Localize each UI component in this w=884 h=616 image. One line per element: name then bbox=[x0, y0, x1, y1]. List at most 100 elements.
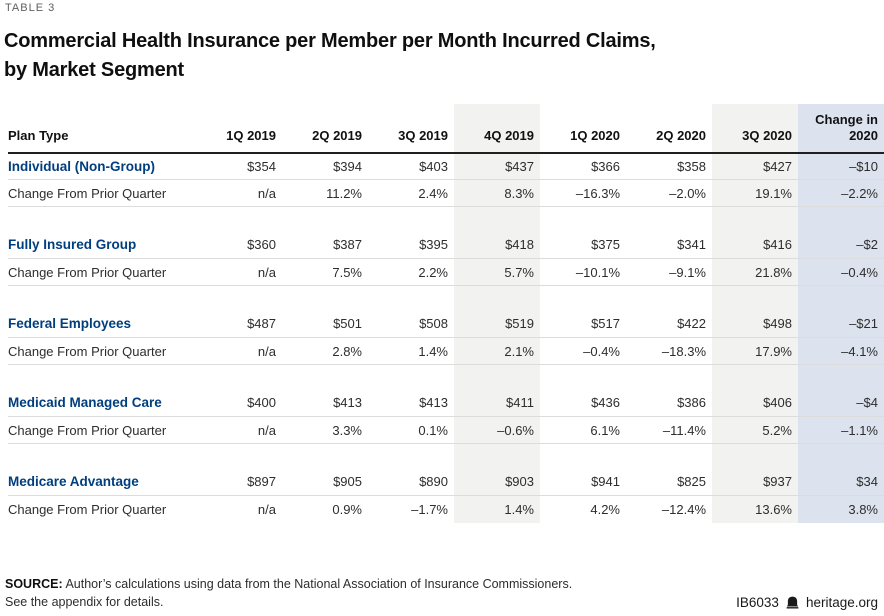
value-cell: $436 bbox=[540, 389, 626, 417]
change-value-cell: –16.3% bbox=[540, 179, 626, 207]
spacer-row bbox=[8, 207, 884, 232]
column-header-2q2019: 2Q 2019 bbox=[282, 104, 368, 154]
value-cell: $375 bbox=[540, 231, 626, 259]
change-value-cell: 2.4% bbox=[368, 179, 454, 207]
change-value-cell: –11.4% bbox=[626, 416, 712, 444]
change-row-federal-employees: Change From Prior Quarter n/a 2.8% 1.4% … bbox=[8, 337, 884, 365]
value-cell: $890 bbox=[368, 468, 454, 496]
value-cell: $519 bbox=[454, 310, 540, 338]
change-value-cell: n/a bbox=[257, 501, 276, 517]
change-value-cell: –0.4% bbox=[540, 337, 626, 365]
value-cell: $897 bbox=[196, 468, 282, 496]
column-header-3q2019: 3Q 2019 bbox=[368, 104, 454, 154]
value-cell: $418 bbox=[454, 231, 540, 259]
value-cell: $411 bbox=[454, 389, 540, 417]
value-cell: $487 bbox=[196, 310, 282, 338]
change-label-cell: Change From Prior Quarter bbox=[8, 258, 196, 286]
plan-name-cell: Fully Insured Group bbox=[8, 231, 196, 259]
spacer-row bbox=[8, 286, 884, 311]
value-cell: $905 bbox=[282, 468, 368, 496]
change-row-medicare-advantage: Change From Prior Quarter n/a 0.9% –1.7%… bbox=[8, 496, 884, 523]
source-line1: SOURCE: Author’s calculations using data… bbox=[5, 575, 572, 593]
header-row: Plan Type 1Q 2019 2Q 2019 3Q 2019 4Q 201… bbox=[8, 104, 884, 154]
change-value-cell: –9.1% bbox=[626, 258, 712, 286]
change-label-cell: Change From Prior Quarter bbox=[8, 501, 167, 517]
change-value-cell: 1.4% bbox=[504, 501, 534, 517]
change-value-cell: n/a bbox=[196, 337, 282, 365]
change-value-cell: 19.1% bbox=[712, 179, 798, 207]
change-value-cell: 5.2% bbox=[712, 416, 798, 444]
value-cell: $413 bbox=[282, 389, 368, 417]
column-header-1q2020: 1Q 2020 bbox=[540, 104, 626, 154]
change-value-cell: 4.2% bbox=[590, 501, 620, 517]
spacer-row bbox=[8, 444, 884, 469]
value-cell: $387 bbox=[282, 231, 368, 259]
value-cell: $427 bbox=[712, 152, 798, 180]
column-header-3q2020: 3Q 2020 bbox=[712, 104, 798, 154]
value-cell: $341 bbox=[626, 231, 712, 259]
change-value-cell: 3.8% bbox=[848, 501, 878, 517]
value-cell: $437 bbox=[454, 152, 540, 180]
heritage-bell-icon bbox=[785, 595, 800, 610]
value-cell: $416 bbox=[712, 231, 798, 259]
value-cell: $413 bbox=[368, 389, 454, 417]
change-value-cell: –10.1% bbox=[540, 258, 626, 286]
plan-name-cell: Federal Employees bbox=[8, 310, 196, 338]
value-cell: $394 bbox=[282, 152, 368, 180]
change-value-cell: 2.8% bbox=[282, 337, 368, 365]
change-value-cell: 0.9% bbox=[332, 501, 362, 517]
table-kicker: TABLE 3 bbox=[5, 2, 56, 14]
value-cell: $366 bbox=[540, 152, 626, 180]
source-label: SOURCE: bbox=[5, 576, 63, 591]
change-value-cell: 8.3% bbox=[454, 179, 540, 207]
value-cell: –$2 bbox=[798, 231, 884, 259]
value-cell: $508 bbox=[368, 310, 454, 338]
plan-name-cell: Individual (Non-Group) bbox=[8, 152, 196, 180]
change-row-fully-insured: Change From Prior Quarter n/a 7.5% 2.2% … bbox=[8, 258, 884, 286]
change-value-cell: 2.2% bbox=[368, 258, 454, 286]
plan-row-individual: Individual (Non-Group) $354 $394 $403 $4… bbox=[8, 152, 884, 180]
source-note: SOURCE: Author’s calculations using data… bbox=[5, 575, 572, 611]
page-title-line2: by Market Segment bbox=[4, 59, 184, 81]
change-value-cell: –1.1% bbox=[798, 416, 884, 444]
brand-domain: heritage.org bbox=[805, 595, 878, 610]
page-title-line1: Commercial Health Insurance per Member p… bbox=[4, 30, 656, 52]
change-value-cell: 3.3% bbox=[282, 416, 368, 444]
change-value-cell: 21.8% bbox=[712, 258, 798, 286]
value-cell: $501 bbox=[282, 310, 368, 338]
change-label-cell: Change From Prior Quarter bbox=[8, 337, 196, 365]
change-value-cell: 2.1% bbox=[454, 337, 540, 365]
value-cell: $34 bbox=[798, 468, 884, 496]
value-cell: –$10 bbox=[798, 152, 884, 180]
change-value-cell: n/a bbox=[196, 179, 282, 207]
change-value-cell: –0.4% bbox=[798, 258, 884, 286]
value-cell: $360 bbox=[196, 231, 282, 259]
change-value-cell: –2.0% bbox=[626, 179, 712, 207]
change-value-cell: 6.1% bbox=[540, 416, 626, 444]
value-cell: $498 bbox=[712, 310, 798, 338]
source-text: Author’s calculations using data from th… bbox=[62, 576, 573, 591]
change-value-cell: n/a bbox=[196, 416, 282, 444]
value-cell: $422 bbox=[626, 310, 712, 338]
column-header-change-2020: Change in 2020 bbox=[798, 104, 884, 154]
column-header-1q2019: 1Q 2019 bbox=[196, 104, 282, 154]
source-line2: See the appendix for details. bbox=[5, 594, 164, 609]
change-value-cell: –18.3% bbox=[626, 337, 712, 365]
value-cell: $937 bbox=[712, 468, 798, 496]
value-cell: $403 bbox=[368, 152, 454, 180]
doc-id: IB6033 bbox=[736, 595, 779, 610]
value-cell: $386 bbox=[626, 389, 712, 417]
plan-name-cell: Medicaid Managed Care bbox=[8, 389, 196, 417]
plan-row-medicaid-managed-care: Medicaid Managed Care $400 $413 $413 $41… bbox=[8, 389, 884, 417]
change-value-cell: 11.2% bbox=[282, 179, 368, 207]
change-value-cell: 0.1% bbox=[368, 416, 454, 444]
change-value-cell: –1.7% bbox=[411, 501, 448, 517]
value-cell: $354 bbox=[196, 152, 282, 180]
plan-name-cell: Medicare Advantage bbox=[8, 468, 196, 496]
value-cell: $825 bbox=[626, 468, 712, 496]
value-cell: $941 bbox=[540, 468, 626, 496]
change-value-cell: 7.5% bbox=[282, 258, 368, 286]
value-cell: $517 bbox=[540, 310, 626, 338]
change-value-cell: –12.4% bbox=[661, 501, 706, 517]
value-cell: $406 bbox=[712, 389, 798, 417]
